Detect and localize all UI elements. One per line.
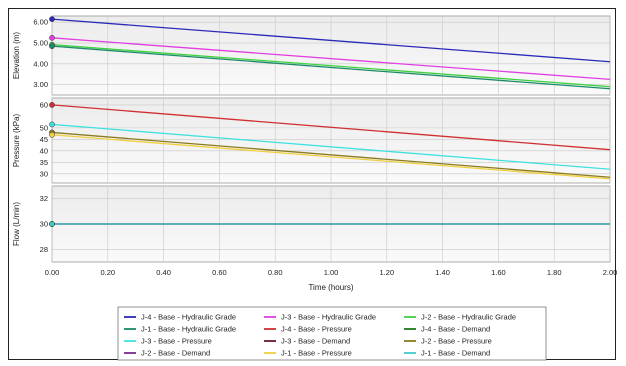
legend-box bbox=[117, 306, 547, 361]
panel-elevation: 6.00 5.00 4.00 3.00 Elevation (m) bbox=[12, 15, 611, 96]
legend-entry: J-1 - Base - Demand bbox=[421, 349, 490, 358]
x-tick-label: 1.80 bbox=[547, 268, 562, 277]
series-line bbox=[51, 104, 611, 151]
legend-entry: J-3 - Base - Pressure bbox=[141, 337, 212, 346]
series-line bbox=[51, 45, 611, 90]
x-tick-label: 2.00 bbox=[603, 268, 618, 277]
x-axis-label: Time (hours) bbox=[308, 283, 353, 292]
series-line bbox=[51, 18, 611, 63]
y-axis-label: Pressure (kPa) bbox=[12, 113, 21, 167]
legend-entry: J-4 - Base - Demand bbox=[421, 325, 490, 334]
x-tick-label: 0.60 bbox=[212, 268, 227, 277]
panel-pressure: 60 50 45 40 35 30 Pressure (kPa) bbox=[12, 97, 611, 184]
y-axis-label: Flow (L/min) bbox=[12, 202, 21, 246]
y-axis-label: Elevation (m) bbox=[12, 32, 21, 79]
y-tick-label: 30 bbox=[40, 220, 48, 229]
legend-entry: J-3 - Base - Hydraulic Grade bbox=[281, 313, 376, 322]
panel-flow: 32 30 28 Flow (L/min) bbox=[12, 185, 611, 263]
legend-entry: J-1 - Base - Hydraulic Grade bbox=[141, 325, 236, 334]
y-tick-label: 3.00 bbox=[33, 80, 48, 89]
legend-entry: J-1 - Base - Pressure bbox=[281, 349, 352, 358]
legend-entry: J-2 - Base - Hydraulic Grade bbox=[421, 313, 516, 322]
series-line bbox=[51, 37, 611, 81]
series-start-marker bbox=[49, 131, 55, 138]
legend-entry: J-4 - Base - Pressure bbox=[281, 325, 352, 334]
series-line bbox=[51, 44, 611, 88]
y-tick-label: 4.00 bbox=[33, 59, 48, 68]
series-start-marker bbox=[49, 43, 55, 49]
series-line bbox=[51, 131, 611, 178]
series-start-marker bbox=[49, 121, 55, 128]
legend-entry: J-2 - Base - Pressure bbox=[421, 337, 492, 346]
x-tick-label: 1.20 bbox=[379, 268, 394, 277]
series-line bbox=[51, 123, 611, 170]
x-tick-label: 0.00 bbox=[45, 268, 60, 277]
legend-entry: J-3 - Base - Demand bbox=[281, 337, 350, 346]
series-start-marker bbox=[49, 102, 55, 108]
y-tick-label: 60 bbox=[40, 100, 48, 109]
x-tick-label: 0.20 bbox=[100, 268, 115, 277]
x-tick-label: 1.40 bbox=[435, 268, 450, 277]
legend-entry: J-2 - Base - Demand bbox=[141, 349, 210, 358]
y-tick-label: 32 bbox=[40, 194, 48, 203]
x-tick-label: 0.80 bbox=[268, 268, 283, 277]
series-line bbox=[51, 134, 611, 180]
series-start-marker bbox=[49, 16, 55, 22]
y-tick-label: 5.00 bbox=[33, 39, 48, 48]
y-tick-label: 28 bbox=[40, 245, 48, 254]
y-tick-label: 30 bbox=[40, 169, 48, 178]
y-tick-label: 40 bbox=[40, 146, 48, 155]
legend: J-4 - Base - Hydraulic Grade J-3 - Base -… bbox=[117, 306, 547, 361]
y-tick-label: 50 bbox=[40, 123, 48, 132]
series-start-marker bbox=[49, 34, 55, 41]
x-tick-label: 1.00 bbox=[324, 268, 339, 277]
x-tick-label: 1.60 bbox=[491, 268, 506, 277]
x-tick-label: 0.40 bbox=[156, 268, 171, 277]
y-tick-label: 45 bbox=[40, 135, 48, 144]
legend-entry: J-4 - Base - Hydraulic Grade bbox=[141, 313, 236, 322]
y-tick-label: 6.00 bbox=[33, 18, 48, 27]
y-tick-label: 35 bbox=[40, 158, 48, 167]
series-start-marker bbox=[49, 221, 55, 227]
